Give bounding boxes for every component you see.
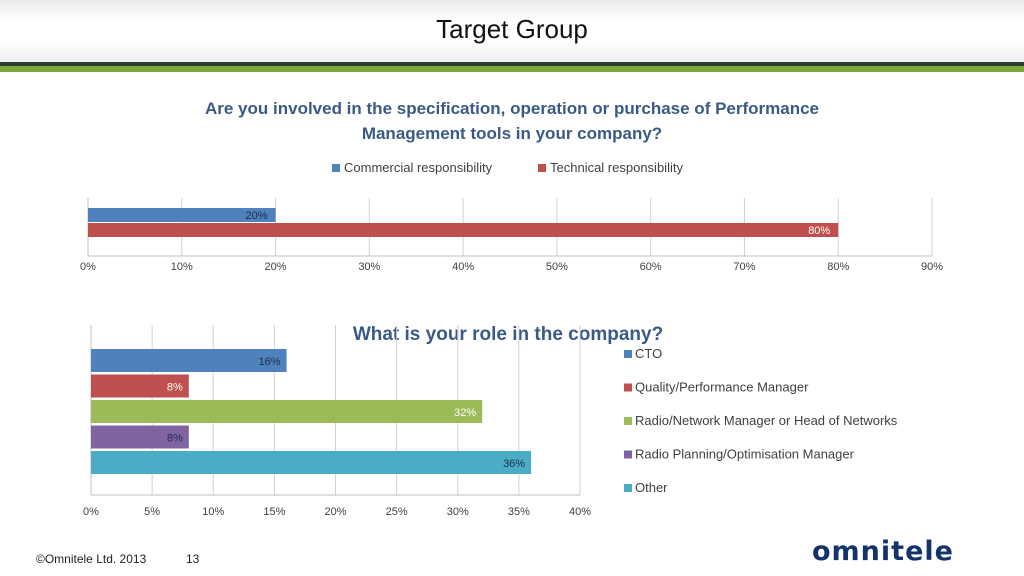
chart-title-line: Are you involved in the specification, o… — [205, 99, 819, 118]
x-tick-label: 20% — [324, 506, 346, 518]
legend-label: Radio Planning/Optimisation Manager — [635, 447, 855, 462]
legend-swatch — [624, 450, 632, 459]
bar — [91, 451, 532, 474]
x-tick-label: 40% — [569, 506, 591, 518]
legend-swatch — [332, 164, 340, 172]
bar-value-label: 32% — [454, 407, 476, 419]
legend-swatch — [624, 383, 632, 392]
omnitele-logo: omnitele — [812, 536, 954, 567]
x-tick-label: 0% — [83, 506, 99, 518]
involvement-chart: Are you involved in the specification, o… — [80, 99, 943, 273]
bar — [88, 223, 839, 237]
chart-title: What is your role in the company? — [353, 324, 663, 345]
bar-value-label: 20% — [246, 210, 268, 222]
x-tick-label: 60% — [640, 261, 662, 273]
bar-value-label: 16% — [259, 356, 281, 368]
bar-value-label: 8% — [167, 433, 183, 445]
legend-label: Other — [635, 480, 668, 495]
bar — [91, 349, 287, 372]
x-tick-label: 10% — [171, 261, 193, 273]
slide-title: Target Group — [436, 14, 588, 44]
role-chart: What is your role in the company? 0% 5% 10%… — [83, 324, 898, 518]
x-tick-label: 35% — [508, 506, 530, 518]
x-tick-label: 5% — [144, 506, 160, 518]
slide-header: Target Group — [0, 0, 1024, 62]
x-tick-label: 10% — [202, 506, 224, 518]
legend-label: Commercial responsibility — [344, 160, 493, 175]
x-tick-label: 30% — [447, 506, 469, 518]
x-tick-label: 0% — [80, 261, 96, 273]
legend-swatch — [538, 164, 546, 172]
bar — [91, 374, 189, 398]
bar-value-label: 80% — [808, 225, 830, 237]
bar — [91, 400, 483, 423]
legend-swatch — [624, 484, 632, 492]
chart-title-line: Management tools in your company? — [362, 124, 662, 143]
x-tick-label: 40% — [452, 261, 474, 273]
bar — [91, 425, 189, 449]
x-tick-label: 25% — [386, 506, 408, 518]
header-divider-dark — [0, 62, 1024, 66]
x-tick-label: 20% — [265, 261, 287, 273]
legend-label: CTO — [635, 346, 662, 361]
legend-label: Radio/Network Manager or Head of Network… — [635, 413, 898, 428]
bar — [88, 208, 276, 222]
footer-copyright: ©Omnitele Ltd. 2013 — [36, 552, 147, 566]
legend-label: Technical responsibility — [550, 160, 683, 175]
x-tick-label: 70% — [733, 261, 755, 273]
bar-value-label: 8% — [167, 382, 183, 394]
x-tick-label: 30% — [358, 261, 380, 273]
legend-label: Quality/Performance Manager — [635, 380, 809, 395]
legend-swatch — [624, 350, 632, 358]
x-tick-label: 80% — [827, 261, 849, 273]
header-divider-green — [0, 66, 1024, 72]
x-tick-label: 15% — [263, 506, 285, 518]
page-number: 13 — [186, 552, 200, 566]
x-tick-label: 90% — [921, 261, 943, 273]
x-tick-label: 50% — [546, 261, 568, 273]
bar-value-label: 36% — [503, 458, 525, 470]
legend-swatch — [624, 417, 632, 425]
